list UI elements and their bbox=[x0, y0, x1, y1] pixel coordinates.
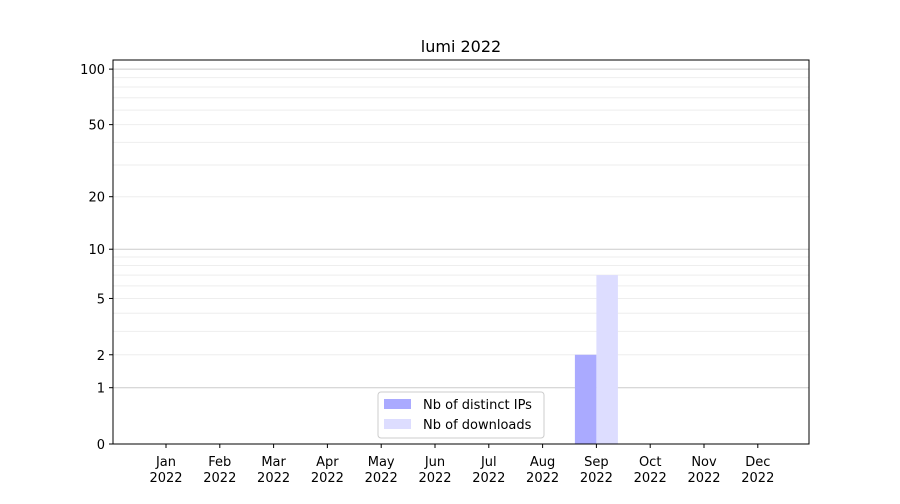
x-tick-label: Dec 2022 bbox=[741, 455, 774, 486]
x-tick-label: Jun 2022 bbox=[418, 455, 451, 486]
x-tick-label: Oct 2022 bbox=[634, 455, 667, 486]
legend-swatch bbox=[384, 419, 411, 429]
y-tick-label: 0 bbox=[97, 438, 105, 453]
x-tick-label: Aug 2022 bbox=[526, 455, 559, 486]
x-tick-label: Sep 2022 bbox=[580, 455, 613, 486]
x-tick-label: Feb 2022 bbox=[203, 455, 236, 486]
y-tick-label: 20 bbox=[88, 191, 105, 206]
x-tick-label: Jan 2022 bbox=[149, 455, 182, 486]
plot-frame bbox=[112, 59, 810, 445]
legend-swatch bbox=[384, 399, 411, 409]
y-tick-label: 50 bbox=[88, 119, 105, 134]
chart-title: lumi 2022 bbox=[421, 37, 501, 56]
bar-downloads bbox=[596, 275, 618, 444]
y-tick-label: 100 bbox=[80, 63, 105, 78]
legend-box bbox=[377, 391, 545, 439]
x-tick-label: Apr 2022 bbox=[311, 455, 344, 486]
x-tick-label: Mar 2022 bbox=[257, 455, 290, 486]
x-tick-label: Nov 2022 bbox=[687, 455, 720, 486]
legend-label: Nb of downloads bbox=[423, 418, 532, 433]
y-tick-label: 5 bbox=[97, 292, 105, 307]
legend-label: Nb of distinct IPs bbox=[423, 398, 532, 413]
legend: Nb of distinct IPs Nb of downloads bbox=[377, 391, 545, 439]
y-tick-label: 2 bbox=[97, 349, 105, 364]
x-tick-label: May 2022 bbox=[365, 455, 398, 486]
x-tick-label: Jul 2022 bbox=[472, 455, 505, 486]
y-tick-label: 1 bbox=[97, 382, 105, 397]
bar-distinct-ips bbox=[574, 354, 597, 444]
y-tick-label: 10 bbox=[88, 243, 105, 258]
